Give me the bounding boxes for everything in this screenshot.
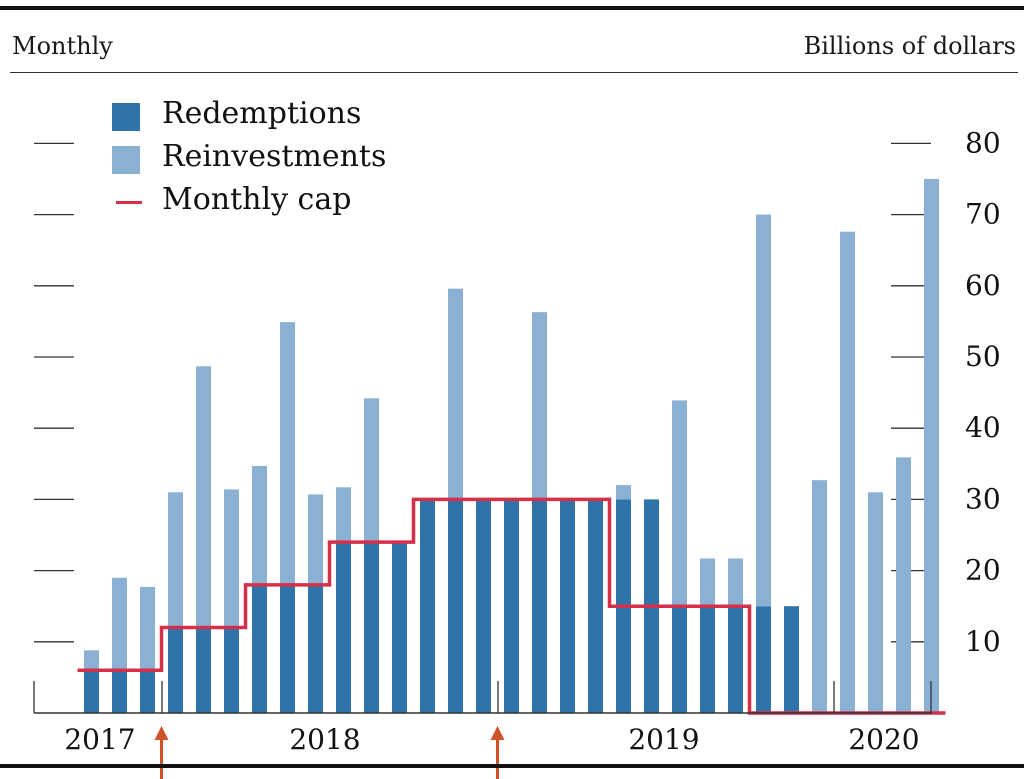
reinvestments-bar: [812, 480, 827, 713]
y-tick-label-40: 40: [965, 411, 1001, 444]
reinvestments-bar: [84, 650, 99, 671]
y-tick-label-20: 20: [965, 554, 1001, 587]
reinvestments-bar: [112, 577, 127, 671]
reinvestments-bar: [280, 322, 295, 585]
redemptions-bar: [420, 499, 435, 713]
monthly-cap-path: [77, 497, 946, 715]
y-tick-label-50: 50: [965, 340, 1001, 373]
bottom-rule: [0, 764, 1024, 768]
reinvestments-bar: [728, 558, 743, 607]
x-axis: 2017 2018 2019 2020: [33, 681, 932, 756]
left-tick-marks: [34, 142, 74, 643]
year-label-2018: 2018: [289, 723, 360, 756]
reinvestments-bar: [224, 489, 239, 628]
reinvestments-bar: [532, 312, 547, 500]
reinvestments-bar: [336, 487, 351, 543]
header-rule: [10, 72, 1018, 73]
reinvestments-bar: [896, 457, 911, 713]
redemptions-bar: [308, 584, 323, 713]
redemptions-bar: [560, 499, 575, 713]
reinvestments-bar: [840, 231, 855, 714]
redemptions-bar: [784, 606, 799, 713]
redemptions-bar: [140, 670, 155, 713]
redemptions-bar: [364, 542, 379, 713]
reinvestments-bar: [448, 288, 463, 500]
redemptions-bar: [336, 542, 351, 713]
redemptions-bar: [476, 499, 491, 713]
redemptions-bar: [196, 627, 211, 713]
reinvestments-bar: [756, 214, 771, 607]
monthly-cap-swatch: [116, 201, 142, 204]
y-tick-label-10: 10: [965, 625, 1001, 658]
reinvestments-bar: [308, 494, 323, 585]
legend-label-monthly-cap: Monthly cap: [162, 182, 352, 217]
redemptions-bar: [252, 584, 267, 713]
reinvestments-bar: [196, 366, 211, 628]
redemptions-bar: [700, 606, 715, 713]
year-label-2019: 2019: [628, 723, 699, 756]
reinvestments-bar: [364, 398, 379, 543]
redemptions-bar: [280, 584, 295, 713]
y-tick-label-60: 60: [965, 269, 1001, 302]
year-label-2020: 2020: [848, 723, 919, 756]
units-label: Billions of dollars: [803, 32, 1016, 60]
frequency-label: Monthly: [12, 32, 113, 60]
y-tick-label-30: 30: [965, 482, 1001, 515]
reinvestments-bar: [140, 586, 155, 671]
reinvestments-swatch: [112, 146, 140, 174]
redemptions-bar: [728, 606, 743, 713]
redemptions-bar: [224, 627, 239, 713]
legend-label-redemptions: Redemptions: [162, 96, 362, 131]
reinvestments-bar: [924, 179, 939, 713]
reinvestments-bar: [168, 492, 183, 628]
y-tick-label-80: 80: [965, 126, 1001, 159]
redemptions-bar: [504, 499, 519, 713]
legend-label-reinvestments: Reinvestments: [162, 139, 387, 174]
redemptions-bar: [532, 499, 547, 713]
redemptions-bar: [392, 542, 407, 713]
redemptions-swatch: [112, 103, 140, 131]
monthly-cap-line: [77, 497, 946, 715]
reinvestments-bar: [700, 558, 715, 607]
year-label-2017: 2017: [64, 723, 135, 756]
y-tick-labels: 10 20 30 40 50 60 70 80: [965, 126, 1001, 657]
redemptions-bar: [168, 627, 183, 713]
reinvestments-bar: [672, 400, 687, 607]
redemptions-bar: [756, 606, 771, 713]
redemptions-bar: [672, 606, 687, 713]
top-rule: [0, 6, 1024, 10]
reinvestments-bar: [868, 492, 883, 713]
reinvestments-bar: [252, 465, 267, 585]
arrow-head: [490, 726, 505, 740]
arrows: [154, 726, 505, 779]
redemptions-bar: [448, 499, 463, 713]
reinvestments-bar: [616, 485, 631, 500]
arrow-head: [154, 726, 169, 740]
y-tick-label-70: 70: [965, 198, 1001, 231]
redemptions-bar: [112, 670, 127, 713]
bars: [84, 179, 939, 714]
redemptions-bar: [84, 670, 99, 713]
redemptions-bar: [588, 499, 603, 713]
